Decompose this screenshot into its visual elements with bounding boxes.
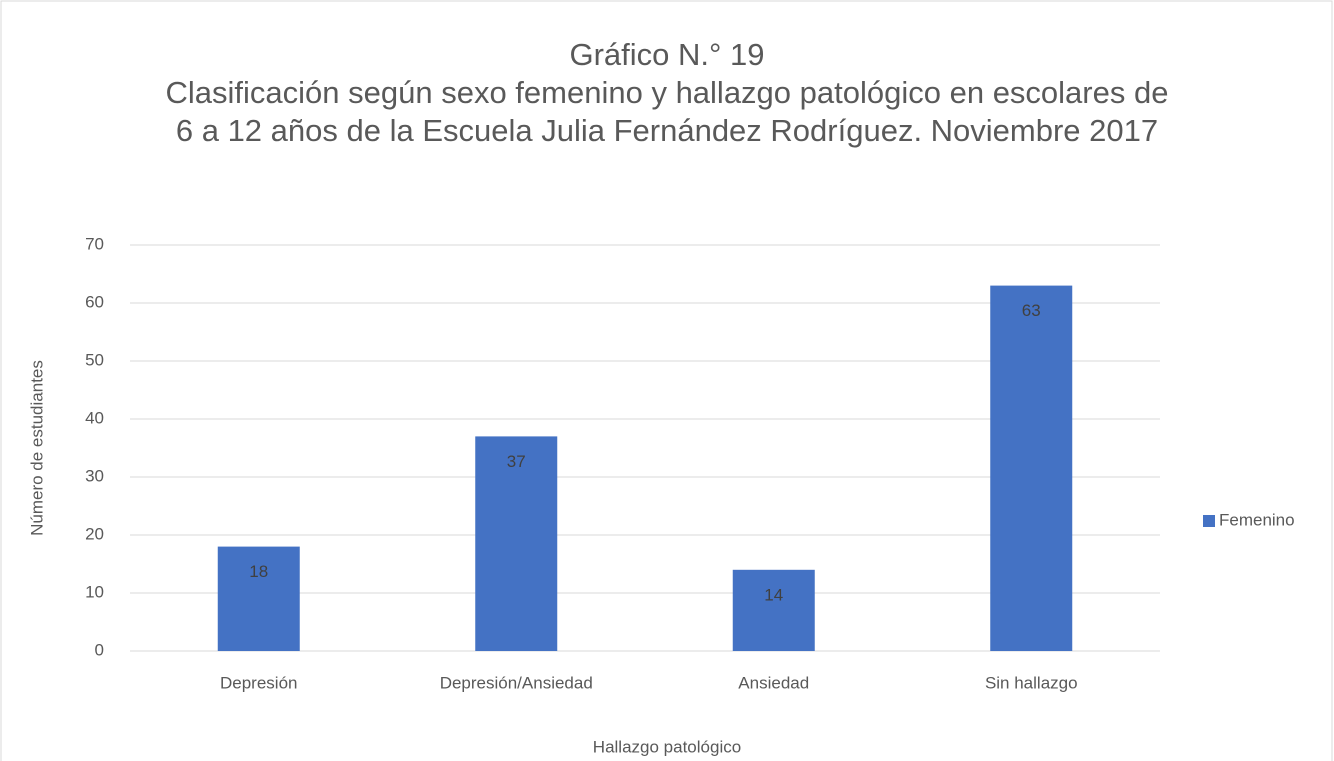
- titles: Gráfico N.° 19 Clasificación según sexo …: [160, 36, 1174, 150]
- bar: [475, 436, 558, 651]
- bar: [217, 546, 300, 651]
- y-tick-label: 0: [95, 640, 104, 659]
- y-tick-label: 30: [85, 466, 104, 485]
- x-axis-label: Hallazgo patológico: [593, 737, 741, 756]
- x-tick-label: Depresión: [220, 673, 298, 692]
- legend-label: Femenino: [1219, 510, 1295, 529]
- data-label: 63: [1022, 301, 1041, 320]
- y-tick-label: 60: [85, 292, 104, 311]
- y-tick-label: 50: [85, 350, 104, 369]
- legend-swatch: [1203, 515, 1215, 527]
- data-label: 37: [507, 452, 526, 471]
- y-axis-label: Número de estudiantes: [27, 360, 46, 536]
- chart-subtitle: Clasificación según sexo femenino y hall…: [165, 75, 1169, 148]
- data-label: 14: [764, 585, 783, 604]
- x-tick-label: Ansiedad: [738, 673, 809, 692]
- y-tick-label: 20: [85, 524, 104, 543]
- x-tick-label: Sin hallazgo: [985, 673, 1078, 692]
- bar: [732, 569, 815, 651]
- data-label: 18: [249, 562, 268, 581]
- chart-title: Gráfico N.° 19: [569, 37, 765, 72]
- bar: [990, 285, 1073, 651]
- y-tick-label: 70: [85, 234, 104, 253]
- x-tick-label: Depresión/Ansiedad: [440, 673, 593, 692]
- y-tick-label: 10: [85, 582, 104, 601]
- y-tick-label: 40: [85, 408, 104, 427]
